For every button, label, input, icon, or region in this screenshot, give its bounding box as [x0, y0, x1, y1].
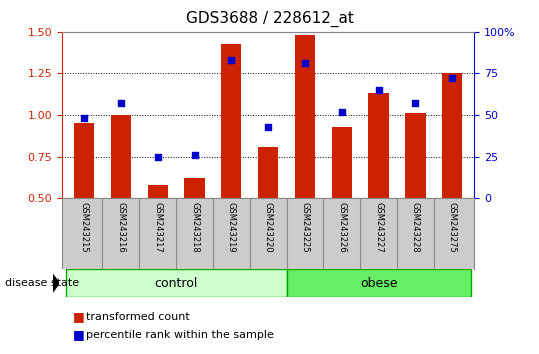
Point	[190, 152, 199, 158]
Text: disease state: disease state	[5, 278, 80, 288]
Text: GSM243275: GSM243275	[448, 202, 457, 252]
Point	[116, 101, 125, 106]
Text: GSM243217: GSM243217	[153, 202, 162, 252]
Point	[154, 154, 162, 159]
Point	[411, 101, 420, 106]
Bar	[331, 127, 352, 198]
Text: GSM243216: GSM243216	[116, 202, 126, 252]
Point	[227, 57, 236, 63]
Bar	[258, 147, 278, 198]
Bar	[287, 269, 471, 297]
Bar	[369, 93, 389, 198]
Text: obese: obese	[360, 277, 397, 290]
Point	[80, 115, 88, 121]
Polygon shape	[53, 275, 59, 292]
Bar	[184, 178, 205, 198]
Bar	[148, 185, 168, 198]
Text: GSM243215: GSM243215	[80, 202, 88, 252]
Bar	[405, 113, 425, 198]
Text: GSM243225: GSM243225	[300, 202, 309, 252]
Point	[374, 87, 383, 93]
Text: ■: ■	[73, 328, 85, 341]
Text: GSM243226: GSM243226	[337, 202, 346, 252]
Bar	[221, 44, 241, 198]
Bar	[111, 115, 131, 198]
Bar	[295, 35, 315, 198]
Point	[264, 124, 273, 130]
Point	[337, 109, 346, 115]
Text: control: control	[155, 277, 198, 290]
Text: ■: ■	[73, 310, 85, 323]
Text: GSM243228: GSM243228	[411, 202, 420, 252]
Text: transformed count: transformed count	[86, 312, 190, 322]
Bar	[442, 74, 462, 198]
Point	[448, 76, 457, 81]
Point	[301, 61, 309, 66]
Text: GSM243227: GSM243227	[374, 202, 383, 252]
Text: GDS3688 / 228612_at: GDS3688 / 228612_at	[185, 11, 354, 27]
Text: percentile rank within the sample: percentile rank within the sample	[86, 330, 274, 339]
Bar	[74, 124, 94, 198]
Bar	[66, 269, 287, 297]
Text: GSM243220: GSM243220	[264, 202, 273, 252]
Text: GSM243219: GSM243219	[227, 202, 236, 252]
Text: GSM243218: GSM243218	[190, 202, 199, 252]
